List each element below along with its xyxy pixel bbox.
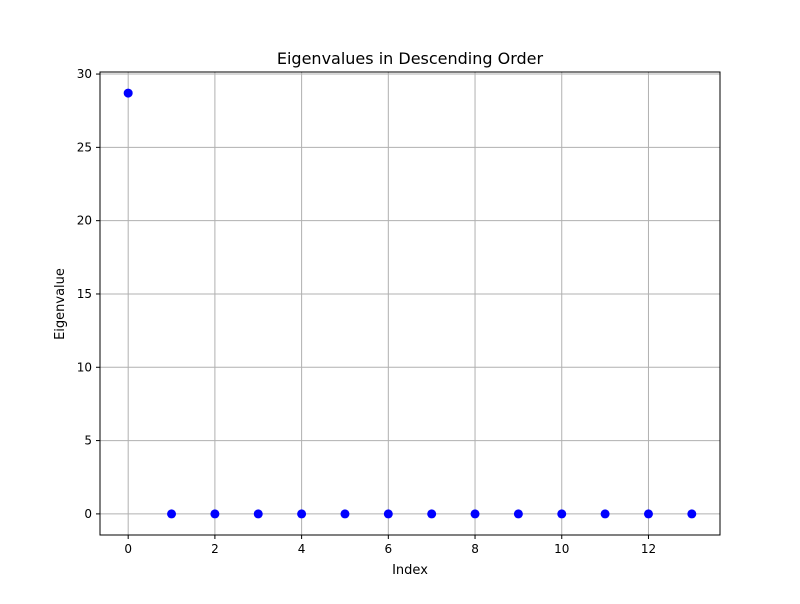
x-tick-label: 0	[124, 542, 132, 556]
chart-title: Eigenvalues in Descending Order	[277, 49, 544, 68]
y-tick-label: 20	[77, 214, 92, 228]
y-tick-label: 5	[84, 434, 92, 448]
data-point	[210, 509, 220, 519]
x-tick-label: 10	[554, 542, 569, 556]
data-points	[123, 88, 697, 519]
data-point	[253, 509, 263, 519]
y-tick-label: 0	[84, 507, 92, 521]
plot-frame	[99, 71, 721, 536]
y-tick-label: 15	[77, 287, 92, 301]
x-axis-ticks: 0 2 4 6 8 10 12	[124, 535, 656, 556]
x-tick-label: 8	[471, 542, 479, 556]
x-tick-label: 12	[641, 542, 656, 556]
y-axis-label: Eigenvalue	[53, 268, 68, 340]
y-tick-label: 25	[77, 140, 92, 154]
x-axis-label: Index	[392, 563, 428, 578]
grid-lines	[100, 72, 720, 535]
data-point	[340, 509, 350, 519]
x-tick-label: 6	[385, 542, 393, 556]
data-point	[470, 509, 480, 519]
data-point	[557, 509, 567, 519]
data-point	[687, 509, 697, 519]
x-tick-label: 2	[211, 542, 219, 556]
x-tick-label: 4	[298, 542, 306, 556]
data-point	[123, 88, 133, 98]
y-tick-label: 30	[77, 67, 92, 81]
y-axis-ticks: 0 5 10 15 20 25 30	[77, 67, 100, 521]
data-point	[297, 509, 307, 519]
data-point	[427, 509, 437, 519]
y-tick-label: 10	[77, 360, 92, 374]
data-point	[383, 509, 393, 519]
data-point	[513, 509, 523, 519]
data-point	[643, 509, 653, 519]
data-point	[167, 509, 177, 519]
data-point	[600, 509, 610, 519]
